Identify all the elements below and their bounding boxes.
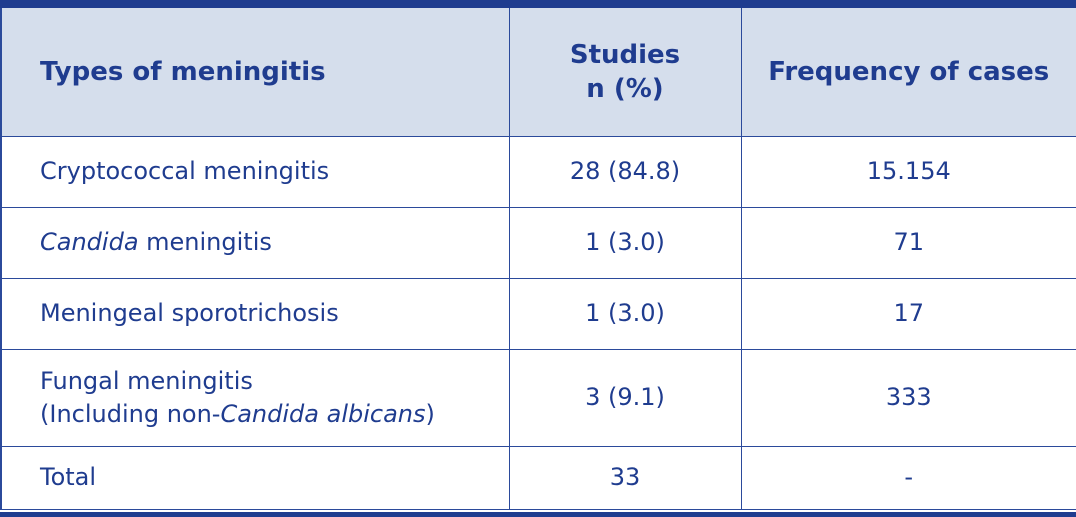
cell-type: Total — [0, 446, 510, 510]
cell-type: Meningeal sporotrichosis — [0, 278, 510, 350]
cell-type-italic: Candida — [40, 228, 139, 256]
header-studies: Studies n (%) — [508, 8, 742, 137]
bottom-rule — [0, 512, 1076, 517]
header-studies-line1: Studies — [569, 39, 681, 70]
cell-studies: 28 (84.8) — [508, 136, 742, 208]
cell-frequency: 71 — [740, 207, 1076, 279]
table-row-total: Total 33 - — [0, 446, 1076, 510]
header-frequency: Frequency of cases — [740, 8, 1076, 137]
cell-type-line1: Fungal meningitis — [40, 366, 253, 395]
header-studies-line2: n (%) — [586, 73, 664, 104]
cell-frequency: 17 — [740, 278, 1076, 350]
cell-type: Cryptococcal meningitis — [0, 136, 510, 208]
top-rule — [0, 0, 1076, 8]
cell-type-line2: (Including non-Candida albicans) — [40, 398, 509, 431]
cell-type: Candida meningitis — [0, 207, 510, 279]
header-row: Types of meningitis Studies n (%) Freque… — [0, 8, 1076, 137]
cell-frequency: 15.154 — [740, 136, 1076, 208]
cell-type: Fungal meningitis (Including non-Candida… — [0, 349, 510, 447]
table-row: Candida meningitis 1 (3.0) 71 — [0, 207, 1076, 279]
table-row: Meningeal sporotrichosis 1 (3.0) 17 — [0, 278, 1076, 350]
cell-studies: 33 — [508, 446, 742, 510]
cell-studies: 3 (9.1) — [508, 349, 742, 447]
header-types: Types of meningitis — [0, 8, 510, 137]
cell-type-line2-italic: Candida albicans — [220, 399, 426, 428]
cell-frequency: 333 — [740, 349, 1076, 447]
cell-type-line2-pre: (Including non- — [40, 399, 221, 428]
cell-frequency: - — [740, 446, 1076, 510]
cell-type-rest: meningitis — [138, 228, 272, 256]
table-row: Fungal meningitis (Including non-Candida… — [0, 349, 1076, 447]
cell-type-line2-post: ) — [425, 399, 435, 428]
cell-studies: 1 (3.0) — [508, 278, 742, 350]
table-row: Cryptococcal meningitis 28 (84.8) 15.154 — [0, 136, 1076, 208]
cell-studies: 1 (3.0) — [508, 207, 742, 279]
meningitis-table: Types of meningitis Studies n (%) Freque… — [0, 8, 1076, 510]
